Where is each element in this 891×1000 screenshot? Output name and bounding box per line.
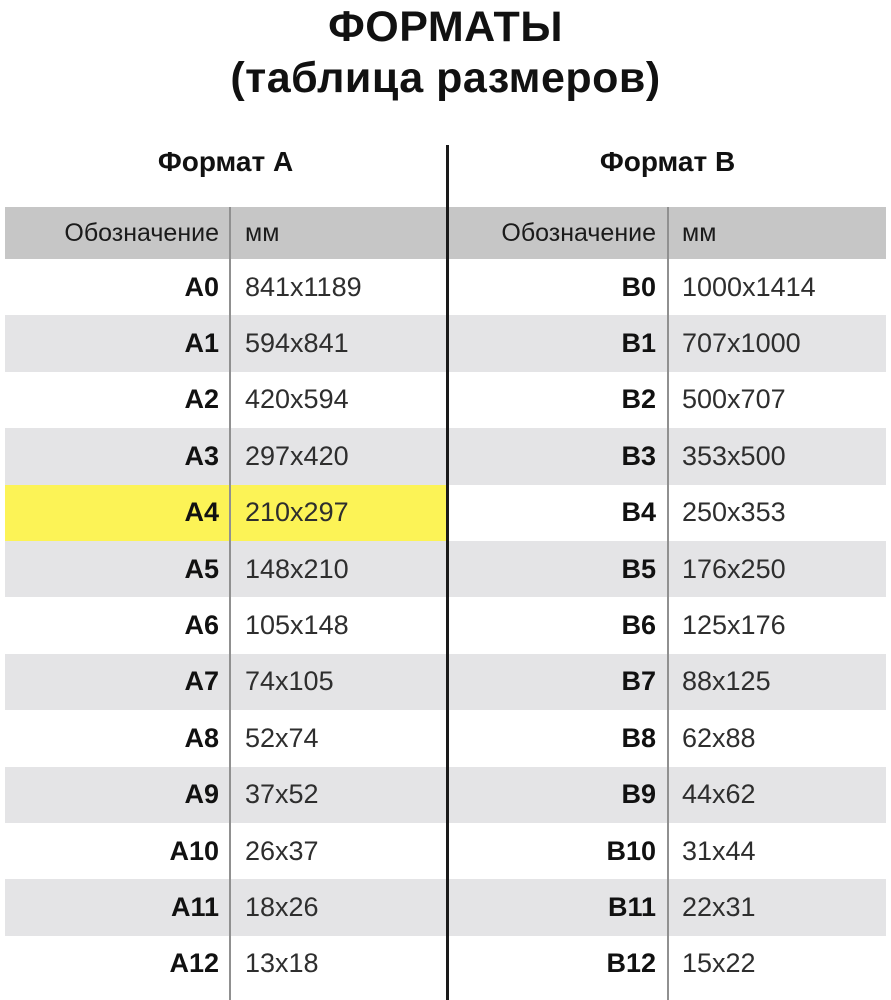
table-row: A3 297x420	[5, 428, 446, 485]
format-size-mm: 297x420	[245, 440, 349, 471]
format-size-mm: 15x22	[682, 948, 756, 979]
table-row: A7 74x105	[5, 653, 446, 711]
column-header-mm: мм	[245, 218, 280, 247]
format-size-mm: 841x1189	[245, 271, 362, 302]
format-size-mm: 88x125	[682, 666, 771, 697]
table-b-column-divider-line	[667, 207, 669, 1000]
format-size-mm: 52x74	[245, 722, 319, 753]
format-label: B10	[606, 835, 656, 866]
table-a-header-row: Обозначение мм	[5, 207, 446, 259]
format-size-mm: 707x1000	[682, 328, 801, 359]
table-a-body: A0 841x1189 A1 594x841 A2 420x594 A3 297x420 A4 2…	[5, 259, 446, 993]
format-label: A1	[184, 328, 219, 359]
format-size-mm: 594x841	[245, 328, 349, 359]
page-title-block: ФОРМАТЫ (таблица размеров)	[0, 0, 891, 104]
table-a-column-divider-line	[229, 207, 231, 1000]
format-size-mm: 62x88	[682, 722, 756, 753]
table-row: A6 105x148	[5, 597, 446, 654]
table-row: A5 148x210	[5, 540, 446, 598]
format-label: A3	[184, 440, 219, 471]
format-size-mm: 13x18	[245, 948, 319, 979]
format-label: A8	[184, 722, 219, 753]
format-label: A12	[169, 948, 219, 979]
table-row: A12 13x18	[5, 935, 446, 993]
format-label: A6	[184, 610, 219, 641]
format-label: A11	[170, 891, 219, 922]
table-row: A11 18x26	[5, 879, 446, 936]
format-size-mm: 500x707	[682, 384, 786, 415]
format-label: B2	[621, 384, 656, 415]
format-size-mm: 1000x1414	[682, 271, 816, 302]
format-size-mm: 18x26	[245, 891, 319, 922]
section-title-format-a: Формат А	[157, 146, 294, 177]
format-label: B9	[621, 779, 656, 810]
table-format-a: Обозначение мм A0 841x1189 A1 594x841 A2 420x…	[5, 207, 446, 1000]
table-row: A8 52x74	[5, 710, 446, 767]
format-size-mm: 148x210	[245, 553, 349, 584]
format-label: B12	[606, 948, 656, 979]
center-divider-line	[446, 145, 449, 1000]
format-label: A0	[184, 271, 219, 302]
table-row: A10 26x37	[5, 822, 446, 880]
format-label: A2	[184, 384, 219, 415]
table-row: A1 594x841	[5, 315, 446, 372]
column-header-designation: Обозначение	[501, 218, 656, 247]
format-size-mm: 105x148	[245, 610, 349, 641]
format-size-mm: 250x353	[682, 497, 786, 528]
format-size-mm: 210x297	[245, 497, 349, 528]
column-header-designation: Обозначение	[64, 218, 219, 247]
format-size-mm: 74x105	[245, 666, 334, 697]
format-label: A9	[184, 779, 219, 810]
format-size-mm: 125x176	[682, 610, 786, 641]
format-label: B7	[621, 666, 656, 697]
format-label: B0	[621, 271, 656, 302]
format-label: A5	[184, 553, 219, 584]
format-label: B5	[621, 553, 656, 584]
table-row: A0 841x1189	[5, 259, 446, 316]
format-size-mm: 26x37	[245, 835, 319, 866]
table-row: A9 37x52	[5, 766, 446, 823]
format-label: A7	[184, 666, 219, 697]
section-title-format-b: Формат В	[599, 146, 736, 177]
format-label: B1	[621, 328, 656, 359]
format-label: B3	[621, 440, 656, 471]
format-size-mm: 176x250	[682, 553, 786, 584]
format-size-mm: 353x500	[682, 440, 786, 471]
format-label: B8	[621, 722, 656, 753]
page-subtitle: (таблица размеров)	[230, 54, 661, 102]
format-label: B6	[621, 610, 656, 641]
page-title: ФОРМАТЫ	[328, 3, 563, 51]
table-row: A2 420x594	[5, 371, 446, 429]
format-size-mm: 420x594	[245, 384, 349, 415]
format-size-mm: 44x62	[682, 779, 756, 810]
table-row: A4 210x297	[5, 484, 446, 541]
format-label: A4	[184, 497, 219, 528]
format-size-mm: 22x31	[682, 891, 756, 922]
format-label: B11	[607, 891, 656, 922]
format-label: A10	[169, 835, 219, 866]
format-size-mm: 31x44	[682, 835, 756, 866]
format-size-mm: 37x52	[245, 779, 319, 810]
column-header-mm: мм	[682, 218, 717, 247]
format-label: B4	[621, 497, 656, 528]
